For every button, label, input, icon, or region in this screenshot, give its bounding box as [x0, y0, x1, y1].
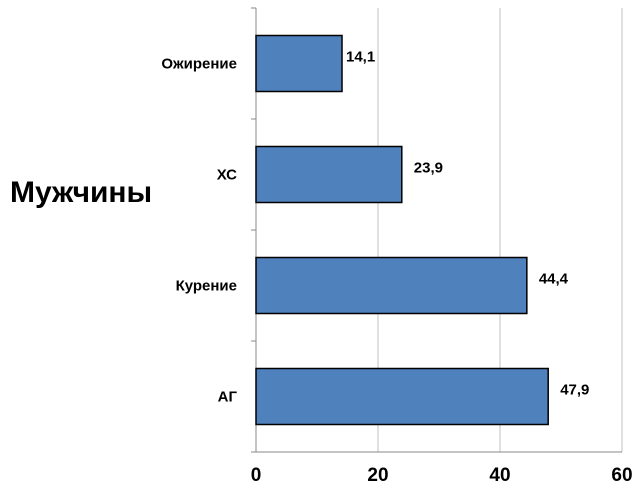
- x-tick-label: 0: [251, 465, 262, 486]
- data-label: 47,9: [560, 382, 589, 399]
- data-label: 14,1: [346, 49, 375, 66]
- x-tick-label: 60: [611, 465, 632, 486]
- category-label: Ожирение: [161, 56, 237, 73]
- bar: [255, 367, 549, 426]
- data-label: 23,9: [414, 160, 443, 177]
- category-label: Курение: [176, 278, 237, 295]
- bar: [255, 34, 343, 93]
- bar: [255, 145, 403, 204]
- category-label: ХС: [217, 167, 237, 184]
- data-label: 44,4: [539, 271, 569, 288]
- bar: [255, 256, 528, 315]
- x-tick-label: 40: [489, 465, 510, 486]
- category-label: АГ: [218, 389, 238, 406]
- x-tick-label: 20: [367, 465, 388, 486]
- chart-side-label: Мужчины: [10, 176, 153, 209]
